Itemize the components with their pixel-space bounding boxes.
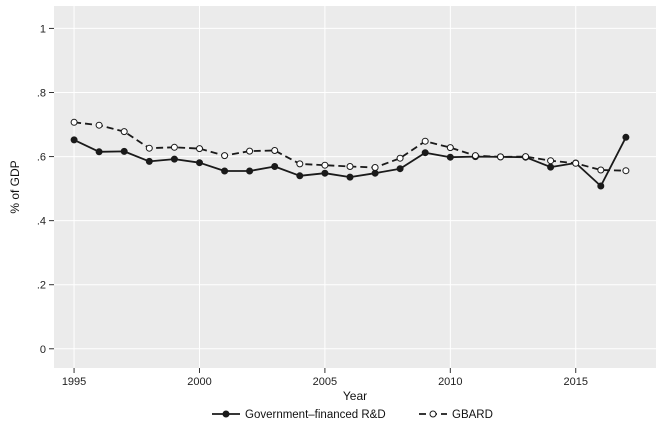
data-point-gbard	[170, 143, 178, 151]
data-point-gbard	[497, 153, 504, 161]
data-point-government-financed	[321, 169, 329, 177]
data-point-government-financed	[246, 167, 254, 175]
data-point-government-financed	[120, 147, 128, 155]
data-point-government-financed	[196, 159, 203, 167]
legend-marker-government-financed	[222, 410, 230, 418]
data-point-government-financed	[547, 163, 555, 171]
y-tick-label: 1	[40, 23, 46, 35]
data-point-gbard	[622, 167, 630, 175]
data-point-government-financed	[346, 173, 354, 181]
y-tick-label: .4	[37, 216, 46, 228]
legend: Government–financed R&D GBARD	[212, 409, 493, 421]
data-point-government-financed	[271, 163, 279, 170]
data-point-gbard	[221, 152, 229, 160]
data-point-gbard	[70, 118, 78, 126]
data-point-gbard	[522, 153, 530, 161]
data-point-government-financed	[170, 155, 178, 163]
x-tick-label: 2000	[187, 376, 211, 388]
legend-item-gbard: GBARD	[419, 409, 493, 421]
legend-marker-gbard	[429, 410, 437, 418]
x-tick-label: 2010	[438, 376, 462, 388]
y-axis-title: % of GDP	[8, 160, 22, 213]
y-tick-label: 0	[40, 344, 46, 356]
data-point-government-financed	[145, 157, 153, 165]
data-point-gbard	[547, 157, 555, 165]
axes: 0 .2 .4 .6 .8 1 1995 2000 2005 2010 2015	[37, 23, 588, 388]
x-tick-label: 1995	[62, 376, 86, 388]
x-tick-label: 2005	[313, 376, 337, 388]
data-point-gbard	[446, 144, 454, 152]
y-tick-label: .6	[37, 152, 46, 164]
data-point-government-financed	[95, 148, 103, 156]
data-point-government-financed	[70, 136, 78, 144]
data-point-gbard	[196, 145, 203, 153]
data-point-government-financed	[221, 167, 229, 175]
data-point-government-financed	[396, 165, 404, 173]
data-point-gbard	[321, 161, 329, 169]
data-point-gbard	[120, 128, 128, 136]
data-point-gbard	[346, 163, 354, 170]
y-tick-label: .2	[37, 280, 46, 292]
data-point-gbard	[296, 160, 304, 168]
y-tick-label: .8	[37, 87, 46, 99]
data-point-government-financed	[296, 172, 304, 180]
data-point-gbard	[572, 159, 580, 167]
data-point-gbard	[396, 154, 404, 162]
data-point-gbard	[95, 121, 103, 129]
gridlines	[54, 6, 656, 368]
data-point-government-financed	[446, 153, 454, 161]
data-point-government-financed	[597, 182, 605, 190]
data-point-gbard	[246, 147, 254, 155]
data-point-gbard	[145, 144, 153, 152]
data-point-gbard	[271, 147, 279, 154]
data-point-gbard	[597, 166, 605, 174]
data-point-government-financed	[421, 149, 429, 157]
legend-label-gbard: GBARD	[452, 409, 493, 421]
data-point-government-financed	[622, 133, 630, 141]
x-axis-title: Year	[343, 389, 367, 403]
plot-area	[54, 6, 656, 368]
data-point-gbard	[421, 137, 429, 145]
x-tick-label: 2015	[563, 376, 587, 388]
series-group	[70, 118, 630, 190]
data-point-gbard	[471, 152, 479, 160]
data-point-gbard	[371, 164, 379, 171]
legend-label-government-financed: Government–financed R&D	[245, 409, 386, 421]
data-point-government-financed	[371, 169, 379, 177]
legend-item-government-financed: Government–financed R&D	[212, 409, 386, 421]
